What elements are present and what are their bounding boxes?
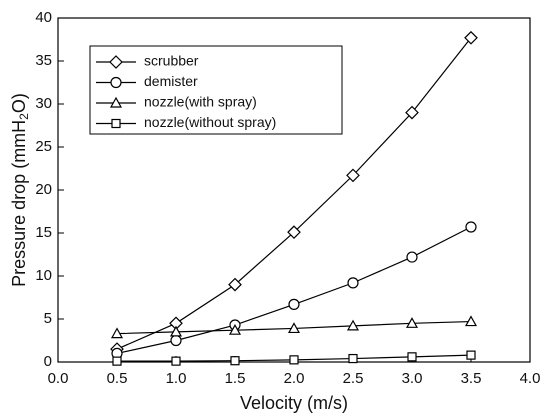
legend-box xyxy=(89,45,343,135)
data-point xyxy=(170,334,182,347)
y-tick-label: 15 xyxy=(35,224,52,241)
data-point xyxy=(464,315,478,327)
data-point xyxy=(169,325,183,337)
x-tick-label: 1.0 xyxy=(166,370,187,387)
data-point xyxy=(347,277,359,289)
x-tick-label: 2.0 xyxy=(284,370,305,387)
data-point xyxy=(348,353,358,364)
y-label-end: O) xyxy=(9,93,29,113)
data-point xyxy=(288,298,300,310)
legend-label: scrubber xyxy=(144,53,199,69)
x-tick-label: 0.5 xyxy=(107,370,128,387)
x-tick-label: 4.0 xyxy=(520,370,541,387)
data-point xyxy=(287,322,301,334)
y-axis-label: Pressure drop (mmH2O) xyxy=(9,93,31,287)
legend-label: demister xyxy=(144,73,198,89)
x-tick-label: 3.5 xyxy=(461,370,482,387)
data-point xyxy=(466,350,476,360)
y-label-main: Pressure drop (mmH xyxy=(9,120,29,287)
data-point xyxy=(110,327,124,339)
data-point xyxy=(287,225,301,239)
legend-marker xyxy=(111,118,121,129)
y-tick-label: 25 xyxy=(35,138,52,155)
y-tick-label: 0 xyxy=(44,353,52,370)
y-label-sub: 2 xyxy=(17,113,31,120)
data-point xyxy=(289,355,299,365)
x-tick-label: 3.0 xyxy=(402,370,423,387)
data-point xyxy=(464,30,478,45)
data-point xyxy=(112,356,122,366)
legend-label: nozzle(without spray) xyxy=(144,114,276,130)
data-point xyxy=(405,105,419,120)
data-point xyxy=(465,221,477,233)
data-point xyxy=(228,323,242,335)
y-tick-label: 20 xyxy=(35,181,52,198)
y-tick-label: 35 xyxy=(35,52,52,69)
legend-marker xyxy=(109,96,123,108)
x-tick-label: 2.5 xyxy=(343,370,364,387)
series-line xyxy=(116,226,472,354)
data-point xyxy=(171,356,181,366)
y-tick-label: 5 xyxy=(44,310,52,327)
data-point xyxy=(407,352,417,362)
data-point xyxy=(346,168,360,183)
legend-marker xyxy=(109,55,123,69)
y-tick-label: 10 xyxy=(35,267,52,284)
x-tick-label: 1.5 xyxy=(225,370,246,387)
data-point xyxy=(228,277,242,292)
legend-label: nozzle(with spray) xyxy=(144,94,257,110)
data-point xyxy=(230,356,240,366)
y-tick-label: 40 xyxy=(35,9,52,26)
y-tick-label: 30 xyxy=(35,95,52,112)
x-tick-label: 0.0 xyxy=(48,370,69,387)
data-point xyxy=(405,317,419,328)
x-axis-label: Velocity (m/s) xyxy=(240,393,348,413)
legend-marker xyxy=(110,76,122,89)
data-point xyxy=(346,319,360,331)
data-point xyxy=(406,251,418,263)
